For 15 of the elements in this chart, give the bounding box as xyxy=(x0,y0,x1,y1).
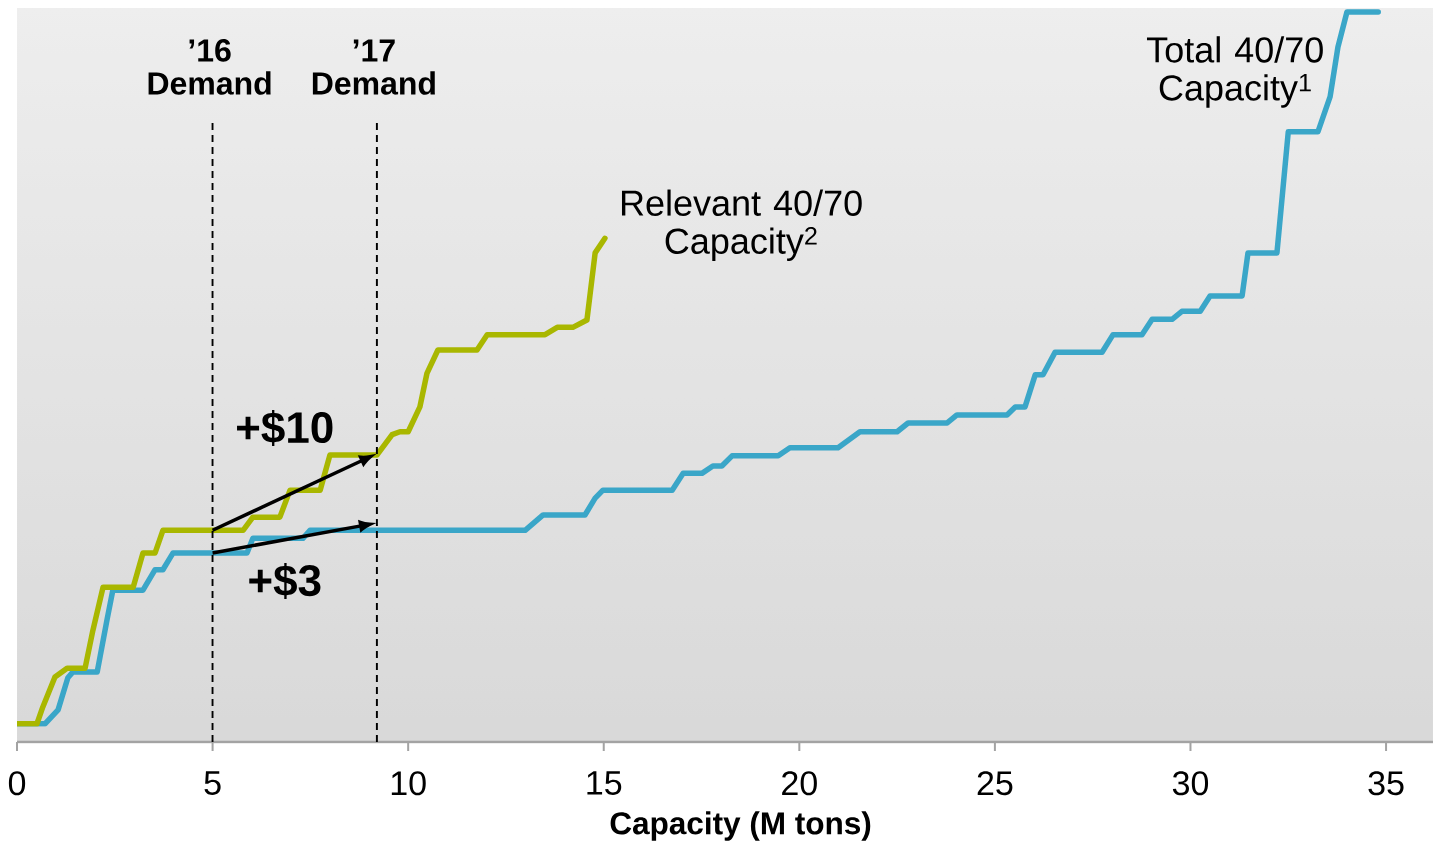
x-tick-label: 10 xyxy=(391,771,426,796)
ref-line-label: ’17 Demand xyxy=(312,39,435,95)
annotation: +$3 xyxy=(249,562,321,599)
x-tick-label: 15 xyxy=(587,771,622,795)
x-tick-label: 20 xyxy=(782,771,817,796)
series-label: Total 40/70 Capacity$^{1}$ xyxy=(1146,36,1323,108)
annotation: +$10 xyxy=(237,410,333,446)
x-axis-title: Capacity (M tons) xyxy=(610,811,871,841)
x-tick-label: 0 xyxy=(8,771,26,796)
x-tick-label: 5 xyxy=(204,771,221,795)
x-tick-label: 30 xyxy=(1172,771,1209,796)
series-label: Relevant 40/70 Capacity$^{2}$ xyxy=(621,189,862,262)
x-tick-label: 35 xyxy=(1368,771,1404,796)
ref-line-label: ’16 Demand xyxy=(148,39,271,95)
x-tick-label: 25 xyxy=(977,771,1013,796)
